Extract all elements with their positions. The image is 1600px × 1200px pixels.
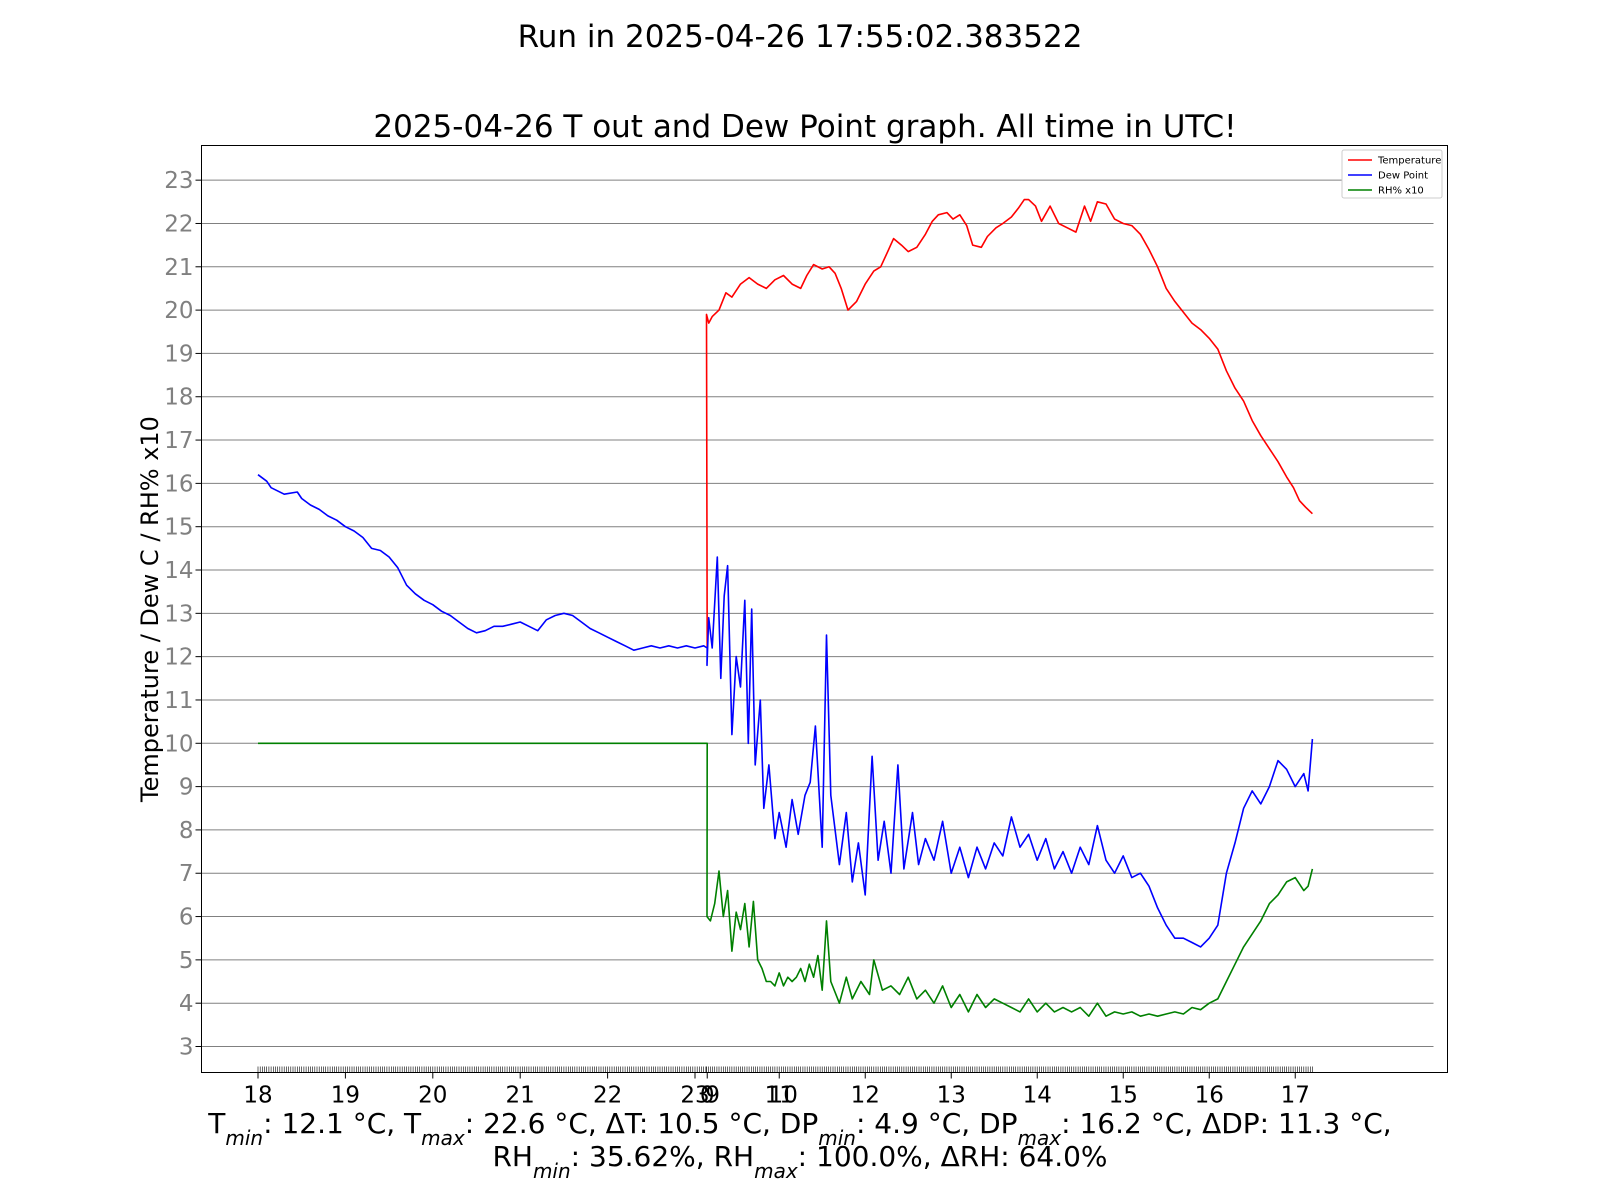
ytick-label-20: 20 [164, 298, 193, 324]
legend-label-2: RH% x10 [1378, 186, 1424, 197]
series-line-temperature [705, 198, 1313, 649]
stats-line-2: RHmin: 35.62%, RHmax: 100.0%, ΔRH: 64.0% [492, 1140, 1107, 1183]
xtick-label-19: 19 [331, 1083, 360, 1109]
ytick-label-23: 23 [164, 168, 193, 194]
ytick-label-17: 17 [164, 428, 193, 454]
ytick-label-8: 8 [179, 818, 194, 844]
series-line-rh-x10 [258, 742, 1314, 1017]
legend-label-0: Temperature [1377, 156, 1441, 167]
xtick-label-12: 12 [851, 1083, 880, 1109]
xtick-label-21: 21 [506, 1083, 535, 1109]
xtick-label-13: 13 [937, 1083, 966, 1109]
ytick-label-9: 9 [179, 775, 194, 801]
ytick-label-6: 6 [179, 905, 194, 931]
series-lines [257, 198, 1314, 1017]
xtick-label-23: 23 [680, 1083, 709, 1109]
ytick-label-10: 10 [164, 731, 193, 757]
ytick-label-19: 19 [164, 341, 193, 367]
xtick-label-14: 14 [1023, 1083, 1052, 1109]
y-gridlines [201, 179, 1434, 1048]
xtick-label-16: 16 [1195, 1083, 1224, 1109]
ytick-label-16: 16 [164, 471, 193, 497]
chart-title: 2025-04-26 T out and Dew Point graph. Al… [373, 109, 1236, 145]
y-axis-ticks: 3 4 5 6 7 8 9 10 11 12 13 14 15 16 17 18 19 20 21 22 23 [164, 168, 202, 1061]
ytick-label-5: 5 [179, 948, 194, 974]
xtick-label-18: 18 [243, 1083, 272, 1109]
ytick-label-13: 13 [164, 601, 193, 627]
x-minor-ticks [257, 1066, 1313, 1073]
legend-label-1: Dew Point [1378, 171, 1428, 182]
ytick-label-15: 15 [164, 515, 193, 541]
plot-frame [201, 145, 1448, 1073]
ytick-label-21: 21 [164, 255, 193, 281]
x-axis-ticks: 18 19 20 21 22 230 11 12 13 14 15 16 17 9 10 [243, 1066, 1313, 1109]
xtick-label-10: 10 [769, 1083, 798, 1109]
ytick-label-4: 4 [179, 991, 194, 1017]
ytick-label-22: 22 [164, 211, 193, 237]
xtick-label-17: 17 [1281, 1083, 1310, 1109]
legend-box [1341, 149, 1443, 199]
ytick-label-12: 12 [164, 645, 193, 671]
y-axis-label: Temperature / Dew C / RH% x10 [136, 416, 164, 803]
series-line-dew-point [257, 474, 1314, 948]
xtick-label-22: 22 [593, 1083, 622, 1109]
ytick-label-3: 3 [179, 1035, 194, 1061]
suptitle: Run in 2025-04-26 17:55:02.383522 [518, 19, 1083, 55]
xtick-label-20: 20 [418, 1083, 447, 1109]
ytick-label-14: 14 [164, 558, 193, 584]
ytick-label-7: 7 [179, 861, 194, 887]
xtick-label-9: 9 [705, 1083, 720, 1109]
legend: Temperature Dew Point RH% x10 [1341, 149, 1443, 199]
ytick-label-18: 18 [164, 385, 193, 411]
xtick-label-11: 11 [765, 1083, 794, 1109]
ytick-label-11: 11 [164, 688, 193, 714]
xtick-label-15: 15 [1109, 1083, 1138, 1109]
stats-line-1: Tmin: 12.1 °C, Tmax: 22.6 °C, ΔT: 10.5 °… [207, 1107, 1391, 1150]
xtick-label-0: 0 [700, 1083, 715, 1109]
